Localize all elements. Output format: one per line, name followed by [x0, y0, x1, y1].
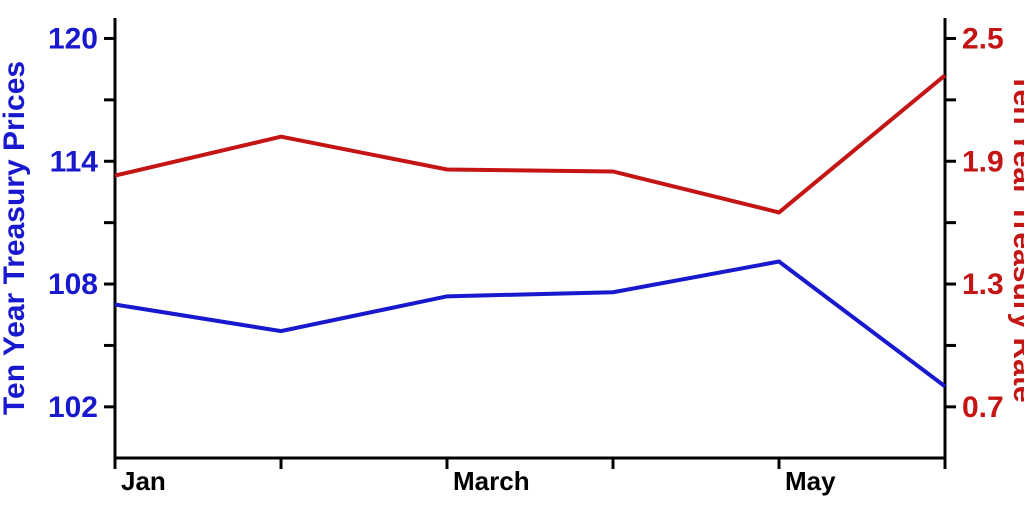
y-right-tick-label: 1.3 — [962, 268, 1004, 301]
y-left-tick-label: 120 — [48, 22, 98, 55]
plot-background — [0, 0, 1024, 515]
y-right-tick-label: 0.7 — [962, 391, 1004, 424]
dual-axis-line-chart: Jan March May 102 108 114 120 0.7 1.3 1.9 2.5 Ten Y… — [0, 0, 1024, 515]
y-left-axis-label: Ten Year Treasury Prices — [0, 61, 31, 415]
y-left-tick-label: 102 — [48, 391, 98, 424]
x-tick-label: Jan — [121, 466, 166, 496]
y-right-tick-label: 2.5 — [962, 22, 1004, 55]
y-left-tick-label: 108 — [48, 268, 98, 301]
y-right-tick-label: 1.9 — [962, 145, 1004, 178]
x-tick-label: March — [453, 466, 530, 496]
y-right-axis-label: Ten Year Treasury Rate — [1007, 73, 1024, 402]
y-left-tick-label: 114 — [50, 145, 99, 178]
x-tick-label: May — [785, 466, 836, 496]
